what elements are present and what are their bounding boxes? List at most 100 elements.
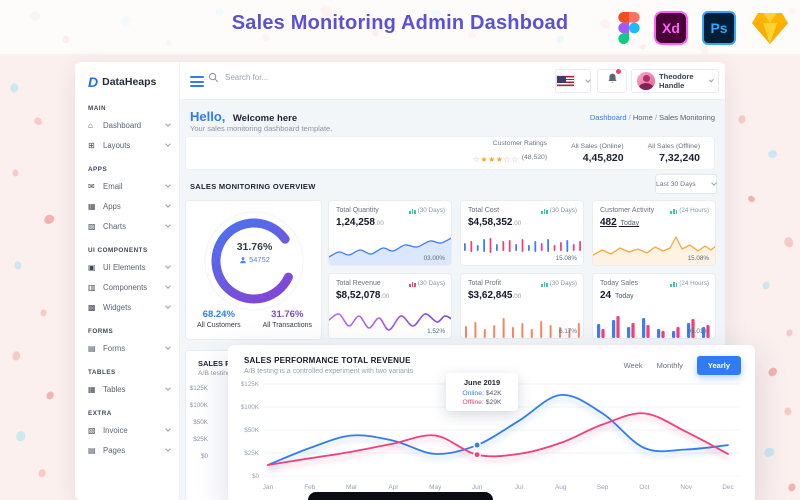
period-filter[interactable]: Last 30 Days [655, 174, 717, 194]
breadcrumb-separator: / [626, 113, 633, 122]
sidebar-item-apps[interactable]: ▦ Apps [75, 196, 179, 216]
sidebar-item-label: Email [103, 181, 123, 191]
sidebar-item-label: Apps [103, 201, 121, 211]
chevron-down-icon [165, 385, 171, 391]
welcome-subtitle: Your sales monitoring dashboard template… [190, 124, 333, 133]
offline-value: 7,32,240 [659, 151, 700, 164]
sidebar-item-tables[interactable]: ▦ Tables [75, 379, 179, 399]
photoshop-icon: Ps [702, 11, 736, 45]
sidebar-item-charts[interactable]: ▨ Charts [75, 216, 179, 236]
y-tick-label: $125K [189, 385, 208, 392]
sidebar-item-dashboard[interactable]: ⌂ Dashboard [75, 115, 179, 135]
sidebar: D DataHeaps MAIN ⌂ Dashboard ⊞ Layouts APPS ✉ E… [75, 62, 180, 500]
donut-legend: 68.24% All Customers 31.76% All Transact… [186, 309, 323, 329]
confetti-shape [39, 309, 48, 317]
star-icon: ★ [480, 154, 489, 164]
x-axis-label: Feb [304, 484, 316, 491]
sparkline-line-orange [593, 236, 715, 265]
y-axis-label: $0 [252, 473, 260, 480]
welcome-heading: Hello, Welcome here [190, 108, 297, 126]
sparkline-bars-duo [597, 316, 710, 338]
kpi-card-total-cost: Total Cost (30 Days) $4,58,352.00 15.08% [460, 200, 584, 266]
online-label: All Sales (Online) [571, 142, 624, 150]
ui-elements-icon: ▣ [88, 262, 96, 272]
sidebar-item-forms[interactable]: ▤ Forms [75, 338, 179, 358]
confetti-shape [14, 260, 22, 270]
sidebar-section-label: TABLES [88, 369, 116, 376]
period-tabs: Week Monthly Yearly [624, 356, 741, 375]
chevron-down-icon [165, 222, 171, 228]
search [208, 72, 353, 83]
kpi-card-customer-activity: Customer Activity (24 Hours) 482 Today 15.0… [592, 200, 716, 266]
email-icon: ✉ [88, 181, 95, 191]
tab-week[interactable]: Week [623, 361, 643, 370]
ratings-count: (48,520) [521, 154, 548, 161]
design-tool-icons: Xd Ps [618, 10, 790, 46]
menu-toggle-icon[interactable] [190, 76, 204, 90]
y-tick-label: $25K [193, 436, 208, 443]
all-sales-online: All Sales (Online) 4,45,820 [571, 143, 624, 164]
kpi-title: Total Profit [468, 280, 502, 287]
sidebar-section-label: MAIN [88, 105, 107, 112]
sidebar-item-ui-elements[interactable]: ▣ UI Elements [75, 257, 179, 277]
tab-monthly[interactable]: Monthly [656, 361, 683, 370]
tooltip-offline-row: Offline: $29K [462, 399, 502, 406]
sidebar-section-label: UI COMPONENTS [88, 247, 148, 254]
y-tick-label: $50K [193, 419, 208, 426]
chevron-down-icon [165, 141, 171, 147]
confetti-shape [12, 169, 19, 177]
kpi-period: (30 Days) [408, 207, 445, 214]
greeting: Hello, [190, 109, 226, 124]
sidebar-item-widgets[interactable]: ▩ Widgets [75, 297, 179, 317]
bell-icon [606, 68, 622, 90]
search-input[interactable] [223, 72, 353, 83]
x-axis-label: Jun [472, 484, 483, 491]
kpi-change: 6.17% [559, 328, 577, 335]
logo[interactable]: D DataHeaps [75, 70, 179, 94]
sidebar-item-label: Charts [103, 221, 126, 231]
page-title: Sales Monitoring Admin Dashboad [231, 12, 569, 34]
sidebar-item-pages[interactable]: ▤ Pages [75, 440, 179, 460]
star-icon: ☆ [511, 154, 519, 164]
sidebar-item-email[interactable]: ✉ Email [75, 176, 179, 196]
person-icon [240, 256, 246, 263]
tab-yearly[interactable]: Yearly [696, 356, 741, 375]
confetti-shape [32, 116, 44, 127]
sidebar-item-components[interactable]: ▥ Components [75, 277, 179, 297]
notifications-button[interactable] [597, 68, 627, 93]
confetti-shape [766, 148, 779, 160]
x-axis-label: Mar [346, 484, 358, 491]
tooltip-online-row: Online: $42K [462, 390, 502, 397]
breadcrumb-sales-monitoring[interactable]: Sales Monitoring [659, 113, 715, 122]
kpi-value: 482 Today [600, 217, 640, 228]
data-point-online [473, 441, 482, 450]
kpi-card-total-profit: Total Profit (30 Days) $3,62,845.00 6.17% [460, 273, 584, 339]
performance-title: SALES PERFORMANCE TOTAL REVENUE [244, 356, 411, 365]
donut-percent: 31.76% [236, 241, 273, 253]
breadcrumb-home[interactable]: Home [632, 113, 653, 122]
series-line-offline [267, 412, 729, 466]
greeting-headline: Welcome here [232, 113, 298, 124]
bottom-dark-bar [308, 492, 493, 500]
kpi-card-today-sales: Today Sales (24 Hours) 24 Today 05.01% [592, 273, 716, 339]
sidebar-item-layouts[interactable]: ⊞ Layouts [75, 135, 179, 155]
search-icon [208, 72, 219, 83]
x-axis-label: Sep [597, 484, 609, 491]
kpi-title: Total Quantity [336, 207, 379, 214]
logo-mark: D [88, 74, 99, 90]
confetti-shape [736, 114, 748, 125]
star-icon: ★ [495, 154, 504, 164]
sidebar-item-invoice[interactable]: ▧ Invoice [75, 420, 179, 440]
online-value: 4,45,820 [582, 151, 624, 164]
notification-badge [614, 68, 622, 75]
charts-icon: ▨ [88, 221, 96, 231]
language-selector[interactable] [555, 69, 591, 93]
layouts-icon: ⊞ [88, 140, 95, 150]
breadcrumb-dashboard[interactable]: Dashboard [589, 113, 627, 122]
user-menu[interactable]: Theodore Handle [631, 69, 719, 93]
y-axis-label: $125K [241, 381, 260, 388]
chart-tooltip: June 2019 Online: $42K Offline: $29K [446, 373, 518, 411]
kpi-period: (30 Days) [408, 280, 445, 287]
logo-text: DataHeaps [102, 76, 157, 88]
